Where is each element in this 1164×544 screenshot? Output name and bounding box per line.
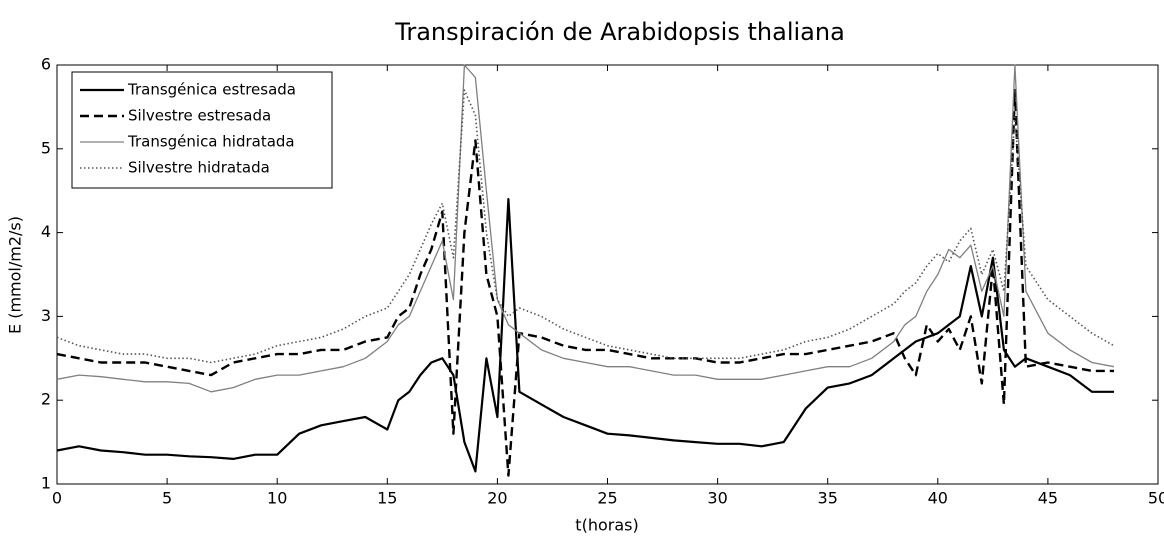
y-tick-label: 5 [41, 138, 51, 157]
y-tick-label: 2 [41, 390, 51, 409]
x-tick-label: 35 [818, 489, 838, 508]
x-tick-label: 50 [1148, 489, 1164, 508]
y-tick-label: 3 [41, 306, 51, 325]
legend-label: Transgénica hidratada [127, 133, 295, 151]
x-tick-label: 10 [267, 489, 287, 508]
y-tick-label: 6 [41, 55, 51, 74]
x-tick-label: 5 [162, 489, 172, 508]
x-tick-label: 30 [707, 489, 727, 508]
x-tick-label: 40 [928, 489, 948, 508]
data-line [56, 88, 1114, 477]
x-axis-label: t(horas) [575, 516, 638, 535]
x-tick-label: 20 [487, 489, 507, 508]
x-tick-label: 25 [597, 489, 617, 508]
x-tick-label: 0 [52, 489, 62, 508]
data-line [56, 64, 1115, 393]
chart-title: Transpiración de Arabidopsis thaliana [394, 18, 845, 46]
y-axis-label: E (mmol/m2/s) [6, 216, 25, 334]
data-line [56, 89, 1115, 364]
y-tick-label: 4 [41, 222, 51, 241]
x-tick-label: 15 [377, 489, 397, 508]
data-line [56, 198, 1114, 473]
legend-label: Transgénica estresada [127, 81, 296, 99]
x-tick-label: 45 [1038, 489, 1058, 508]
y-tick-label: 1 [41, 474, 51, 493]
legend-box [71, 71, 333, 189]
legend-label: Silvestre hidratada [128, 159, 270, 177]
legend-label: Silvestre estresada [128, 107, 271, 125]
